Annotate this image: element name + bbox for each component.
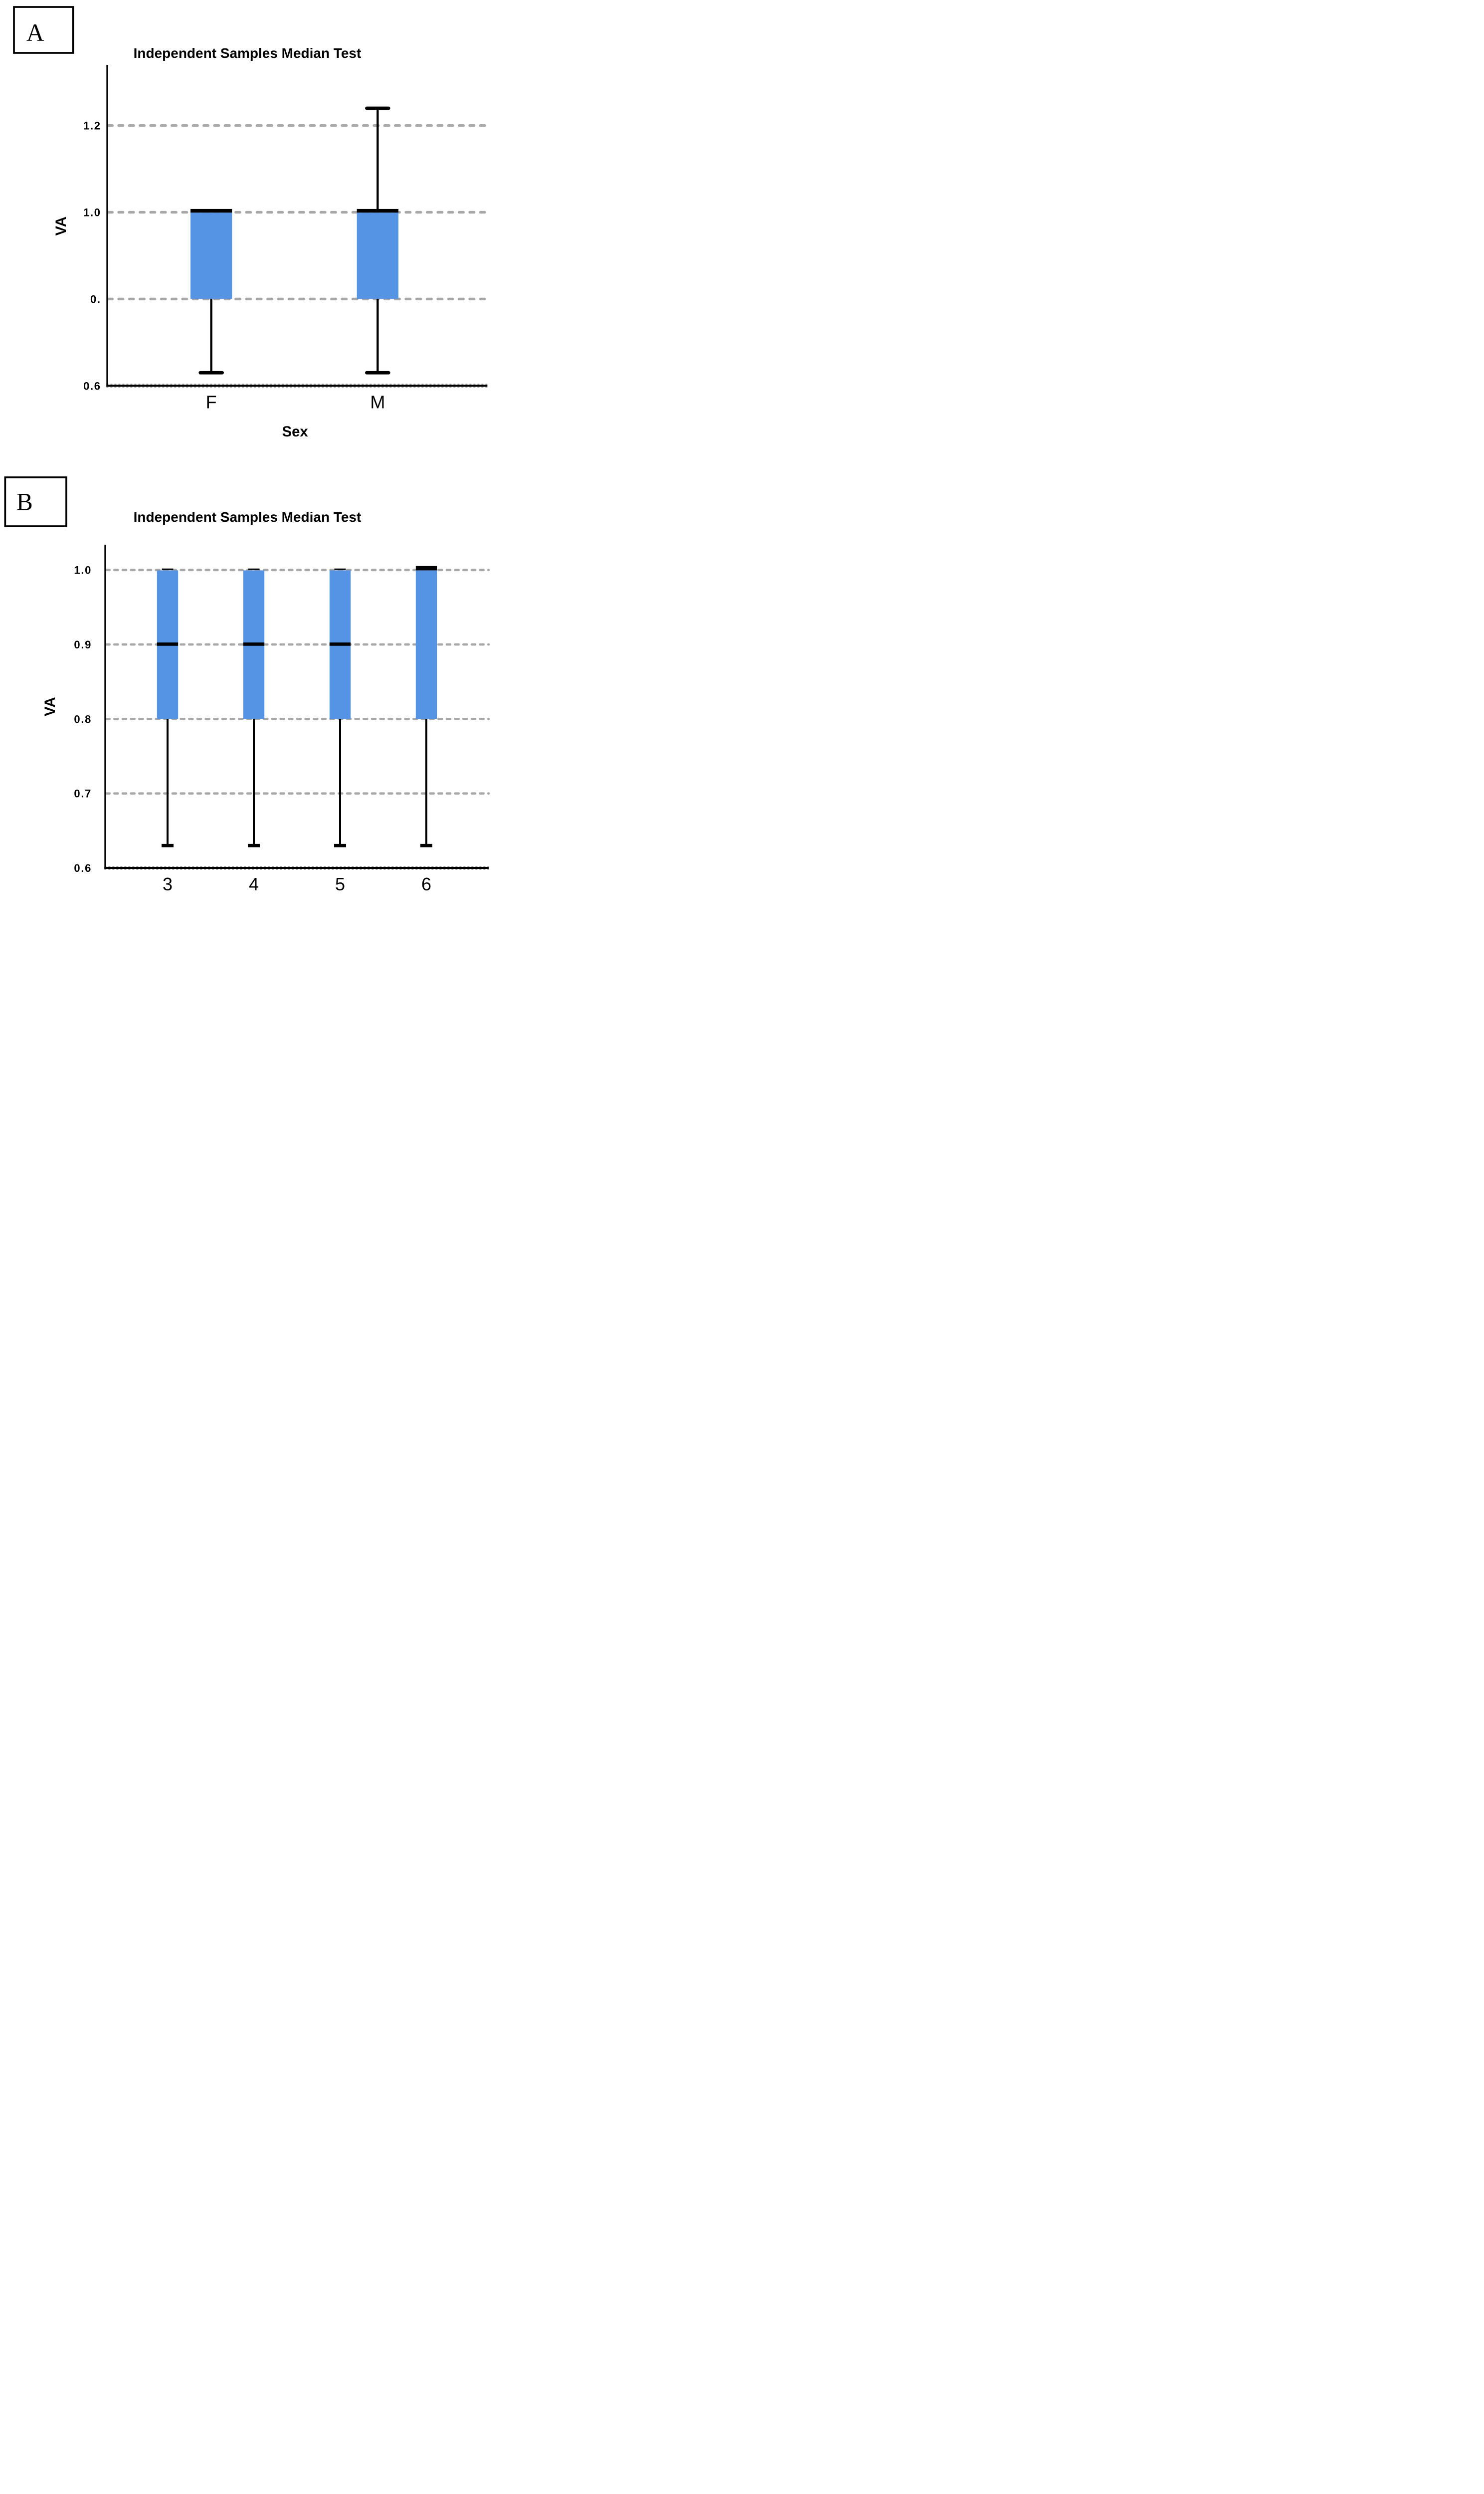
y-tick-label: 1.0 bbox=[83, 207, 101, 219]
x-category-label: 4 bbox=[249, 874, 259, 894]
figure-background bbox=[0, 0, 495, 901]
boxplot-b-6 bbox=[415, 566, 437, 847]
y-tick-label: 0.7 bbox=[74, 788, 92, 800]
figure-svg: 1.2 1.0 0. 0.6 F M Independent Samples Median … bbox=[0, 0, 495, 901]
panel-b: 1.0 0.9 0.8 0.7 0.6 3 4 5 6 Independent Samples M… bbox=[4, 476, 490, 894]
boxplot-a-M bbox=[357, 106, 398, 375]
panel-a: 1.2 1.0 0. 0.6 F M Independent Samples Median … bbox=[13, 6, 489, 440]
median-line bbox=[415, 566, 437, 571]
figure-page: 1.2 1.0 0. 0.6 F M Independent Samples Median … bbox=[0, 0, 495, 901]
x-axis-title: Sex bbox=[282, 423, 309, 440]
q3-cap bbox=[248, 568, 260, 570]
q3-cap bbox=[334, 568, 346, 570]
median-line bbox=[243, 642, 265, 646]
panel-label-letter: A bbox=[26, 19, 44, 46]
chart-title: Independent Samples Median Test bbox=[134, 509, 362, 525]
chart-title: Independent Samples Median Test bbox=[134, 45, 362, 61]
boxplot-b-5 bbox=[329, 568, 351, 847]
x-category-label: 3 bbox=[163, 874, 173, 894]
y-tick-label: 0.6 bbox=[83, 380, 101, 392]
y-tick-label: 1.2 bbox=[83, 120, 101, 132]
x-category-label: F bbox=[206, 392, 217, 412]
y-axis-title: VA bbox=[42, 697, 58, 716]
box-iqr bbox=[357, 212, 398, 299]
median-line bbox=[157, 642, 179, 646]
x-category-label: 5 bbox=[335, 874, 345, 894]
panel-label-box bbox=[4, 476, 67, 527]
boxplot-b-4 bbox=[243, 568, 265, 847]
median-line bbox=[190, 208, 232, 213]
q3-cap bbox=[162, 568, 174, 570]
y-tick-label: 0.9 bbox=[74, 638, 92, 651]
box-iqr bbox=[190, 212, 232, 299]
y-tick-label: 0. bbox=[90, 293, 101, 305]
boxplot-a-F bbox=[190, 208, 232, 375]
y-axis-title: VA bbox=[53, 216, 69, 236]
median-line bbox=[357, 208, 398, 213]
x-category-label: 6 bbox=[421, 874, 431, 894]
x-category-label: M bbox=[370, 392, 385, 412]
median-line bbox=[329, 642, 351, 646]
boxplot-b-3 bbox=[157, 568, 179, 847]
box-iqr bbox=[415, 570, 437, 719]
y-tick-label: 0.8 bbox=[74, 713, 92, 725]
y-tick-label: 0.6 bbox=[74, 862, 92, 874]
panel-label-letter: B bbox=[16, 488, 33, 516]
y-tick-label: 1.0 bbox=[74, 564, 92, 577]
panel-label-box bbox=[13, 6, 74, 54]
